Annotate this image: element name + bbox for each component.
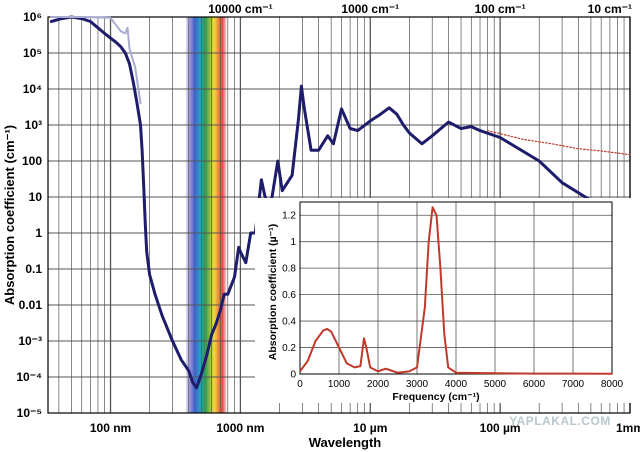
inset-y-tick-label: 1.2 <box>282 211 296 222</box>
x-tick-label-wavenumber: 100 cm⁻¹ <box>475 2 526 16</box>
x-tick-label-wavelength: 1mm <box>616 421 640 435</box>
watermark: YAPLAKAL.COM <box>509 414 611 428</box>
inset-x-tick-label: 2000 <box>367 379 390 390</box>
liquid-absorption-curve <box>49 15 619 390</box>
y-tick-label: 1 <box>35 226 42 240</box>
y-tick-label: 10 <box>29 190 43 204</box>
inset-x-tick-label: 0 <box>297 379 303 390</box>
x-tick-label-wavenumber: 10 cm⁻¹ <box>588 2 632 16</box>
y-tick-label: 100 <box>22 154 42 168</box>
inset-x-tick-label: 5000 <box>484 379 507 390</box>
visible-spectrum-band <box>185 17 227 413</box>
y-tick-label: 10⁻⁴ <box>16 370 42 384</box>
inset-absorption-curve <box>299 206 613 375</box>
inset-x-tick-label: 8000 <box>601 379 624 390</box>
y-tick-label: 0.01 <box>19 298 43 312</box>
inset-y-axis-title: Absorption coefficient (µ⁻¹) <box>267 224 279 360</box>
y-axis-title: Absorption coefficient (cm⁻¹) <box>2 125 17 305</box>
x-tick-label-wavelength: 1000 nm <box>216 421 264 435</box>
y-tick-label: 10⁶ <box>23 10 42 24</box>
x-tick-label-wavelength: 100 µm <box>480 421 521 435</box>
inset-y-tick-label: 1 <box>290 237 296 248</box>
x-tick-label-wavenumber: 10000 cm⁻¹ <box>208 2 272 16</box>
x-tick-label-wavelength: 10 µm <box>353 421 387 435</box>
y-tick-label: 0.1 <box>25 262 42 276</box>
inset-y-tick-label: 0 <box>290 370 296 381</box>
x-tick-label-wavenumber: 1000 cm⁻¹ <box>341 2 399 16</box>
inset-x-tick-label: 7000 <box>562 379 585 390</box>
x-tick-label-wavelength: 100 nm <box>90 421 131 435</box>
inset-x-axis-title: Frequency (cm⁻¹) <box>392 391 479 403</box>
x-axis-title: Wavelength <box>309 435 382 450</box>
inset-y-tick-label: 0.2 <box>282 343 296 354</box>
ice-absorption-curve <box>50 16 142 105</box>
extension-absorption-curve <box>486 130 631 156</box>
y-tick-label: 10⁻³ <box>18 334 42 348</box>
inset-x-tick-label: 3000 <box>406 379 429 390</box>
inset-frame <box>299 201 613 375</box>
y-tick-label: 10⁻⁵ <box>17 406 42 420</box>
inset-y-tick-label: 0.4 <box>282 317 296 328</box>
y-tick-label: 10³ <box>25 118 42 132</box>
inset-y-tick-label: 0.6 <box>282 290 296 301</box>
y-tick-label: 10⁴ <box>23 82 42 96</box>
inset-y-tick-label: 0.8 <box>282 264 296 275</box>
inset-x-tick-label: 1000 <box>328 379 351 390</box>
inset-x-tick-label: 6000 <box>523 379 546 390</box>
y-tick-label: 10⁵ <box>23 46 42 60</box>
inset-x-tick-label: 4000 <box>445 379 468 390</box>
inset-panel <box>255 198 633 403</box>
